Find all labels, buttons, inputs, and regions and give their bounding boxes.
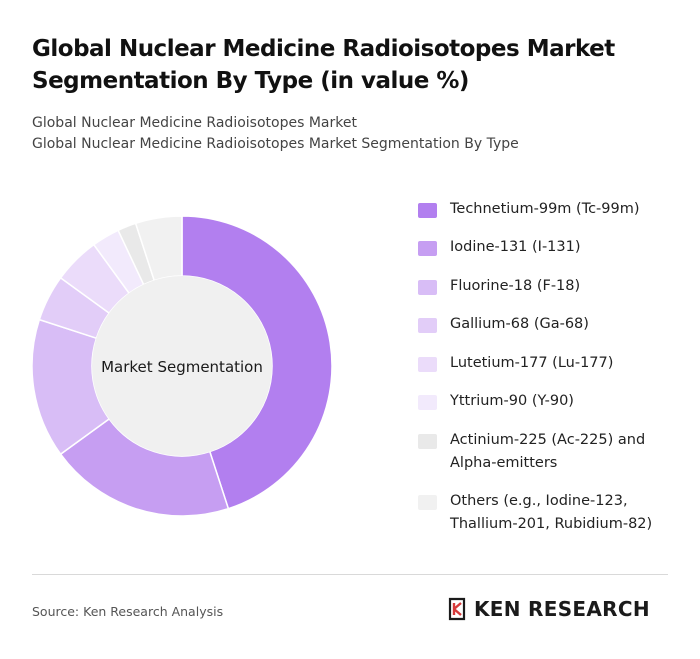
legend-label: Others (e.g., Iodine-123, Thallium-201, … [450,493,653,532]
legend-item: Gallium-68 (Ga-68) [418,313,675,336]
legend-label: Fluorine-18 (F-18) [450,278,581,294]
subtitle-line-1: Global Nuclear Medicine Radioisotopes Ma… [32,115,357,131]
legend-swatch [418,241,437,256]
subtitle-line-2: Global Nuclear Medicine Radioisotopes Ma… [32,136,519,152]
legend-label: Actinium-225 (Ac-225) and Alpha-emitters [450,432,646,471]
legend-swatch [418,495,437,510]
ken-research-logo-icon [448,597,466,621]
legend-label: Yttrium-90 (Y-90) [450,393,574,409]
legend-item: Technetium-99m (Tc-99m) [418,198,675,221]
legend-swatch [418,395,437,410]
legend-swatch [418,434,437,449]
legend-swatch [418,318,437,333]
legend-item: Yttrium-90 (Y-90) [418,390,675,413]
ken-research-logo: KEN RESEARCH [446,597,650,621]
legend-swatch [418,357,437,372]
chart-subtitle: Global Nuclear Medicine Radioisotopes Ma… [32,113,519,155]
source-note: Source: Ken Research Analysis [32,604,224,619]
chart-title: Global Nuclear Medicine Radioisotopes Ma… [32,36,615,94]
legend-item: Others (e.g., Iodine-123, Thallium-201, … [418,490,675,536]
ken-research-logo-text: KEN RESEARCH [474,597,650,621]
legend-item: Iodine-131 (I-131) [418,236,675,259]
legend-label: Iodine-131 (I-131) [450,239,581,255]
legend-item: Actinium-225 (Ac-225) and Alpha-emitters [418,429,675,475]
legend-label: Technetium-99m (Tc-99m) [450,201,640,217]
legend-swatch [418,280,437,295]
donut-chart: Market Segmentation [31,215,333,517]
legend-label: Lutetium-177 (Lu-177) [450,355,614,371]
footer-divider [32,574,668,575]
donut-center-label: Market Segmentation [101,358,263,376]
legend-label: Gallium-68 (Ga-68) [450,316,589,332]
legend-item: Lutetium-177 (Lu-177) [418,352,675,375]
legend-item: Fluorine-18 (F-18) [418,275,675,298]
donut-center [92,276,272,456]
legend-swatch [418,203,437,218]
